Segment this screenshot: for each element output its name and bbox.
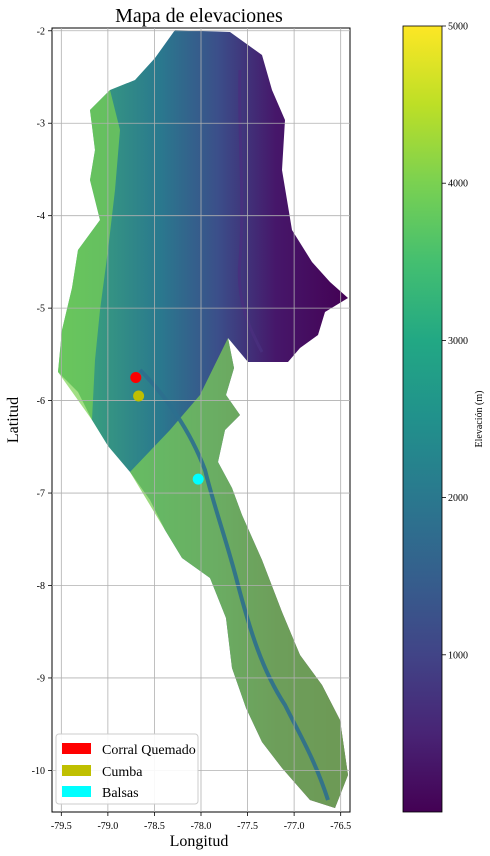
legend-box [55,733,199,805]
grid-lines [52,28,350,812]
y-tick-label: -10 [32,766,45,777]
y-tick-labels: -2 -3 -4 -5 -6 -7 -8 -9 -10 [32,26,52,777]
location-markers [130,371,204,485]
y-axis-label: Latitud [5,397,22,443]
legend-swatch-cumba [62,765,91,776]
legend-swatch-corral-quemado [62,743,91,754]
y-tick-label: -4 [37,211,45,222]
legend-label-corral-quemado: Corral Quemado [102,743,196,758]
x-axis-label: Longitud [170,833,229,850]
y-tick-label: -3 [37,119,45,130]
colorbar-tick-label: 2000 [448,493,468,504]
colorbar-tick-label: 3000 [448,336,468,347]
x-tick-label: -78.5 [144,821,165,832]
marker-cumba [133,390,145,402]
x-tick-label: -78.0 [191,821,212,832]
x-tick-label: -77.0 [284,821,305,832]
western-ridge [58,90,120,420]
colorbar: 1000 2000 3000 4000 5000 Elevación (m) [402,22,485,813]
y-tick-label: -9 [37,673,45,684]
marker-balsas [192,473,204,485]
legend: Corral Quemado Cumba Balsas [55,733,199,805]
colorbar-tick-label: 5000 [448,22,468,33]
y-tick-label: -7 [37,489,45,500]
map-title: Mapa de elevaciones [115,5,283,27]
x-tick-label: -79.5 [51,821,72,832]
colorbar-gradient [402,25,443,813]
y-tick-label: -6 [37,396,45,407]
x-tick-label: -77.5 [237,821,258,832]
river-valley [138,368,330,801]
x-tick-labels: -79.5 -79.0 -78.5 -78.0 -77.5 -77.0 -76.5 [51,812,351,832]
colorbar-ticks: 1000 2000 3000 4000 5000 [442,22,468,661]
elevation-raster [58,30,348,808]
legend-swatch-balsas [62,786,91,797]
y-tick-label: -2 [37,26,45,37]
x-tick-label: -76.5 [330,821,351,832]
legend-label-cumba: Cumba [102,765,143,780]
y-tick-label: -5 [37,304,45,315]
colorbar-tick-label: 4000 [448,179,468,190]
legend-label-balsas: Balsas [102,786,139,801]
colorbar-label: Elevación (m) [474,391,485,448]
colorbar-tick-label: 1000 [448,650,468,661]
southern-highlands [130,338,348,808]
x-tick-label: -79.0 [97,821,118,832]
y-tick-label: -8 [37,581,45,592]
marker-corral-quemado [130,371,142,383]
eastern-lowland-river [237,69,264,353]
